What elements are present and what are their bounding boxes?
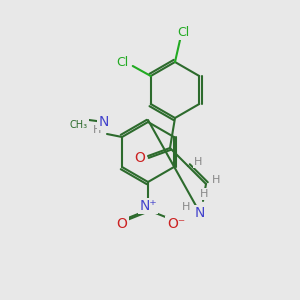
Text: Cl: Cl [177,26,189,38]
Text: O: O [135,151,146,165]
Text: H: H [93,125,101,135]
Text: H: H [182,202,190,212]
Text: N: N [99,115,109,129]
Text: N⁺: N⁺ [139,199,157,213]
Text: H: H [194,157,202,167]
Text: CH₃: CH₃ [70,120,88,130]
Text: Cl: Cl [117,56,129,68]
Text: O⁻: O⁻ [167,217,185,231]
Text: N: N [195,206,205,220]
Text: O: O [117,217,128,231]
Text: H: H [212,175,220,185]
Text: H: H [200,189,208,199]
